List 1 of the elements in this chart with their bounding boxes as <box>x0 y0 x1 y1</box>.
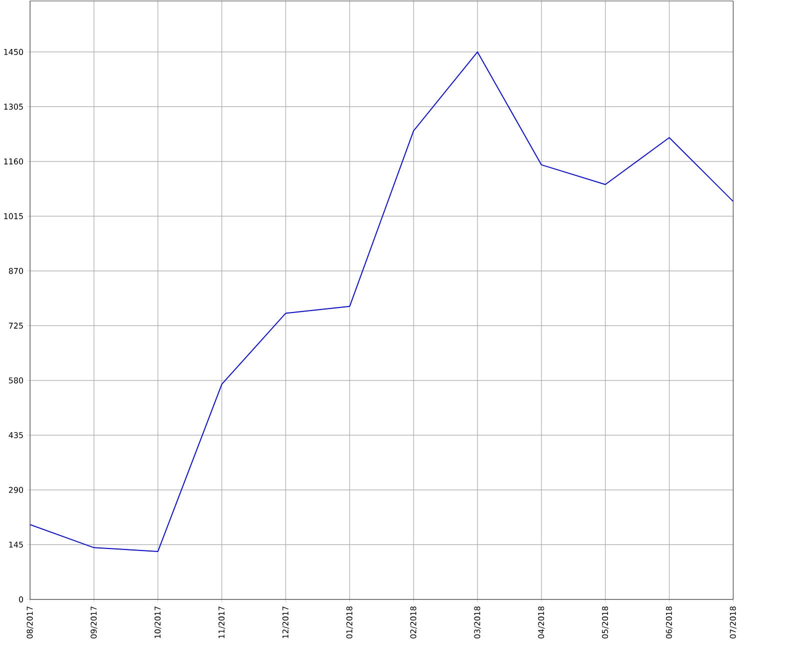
line-series <box>30 51 734 552</box>
